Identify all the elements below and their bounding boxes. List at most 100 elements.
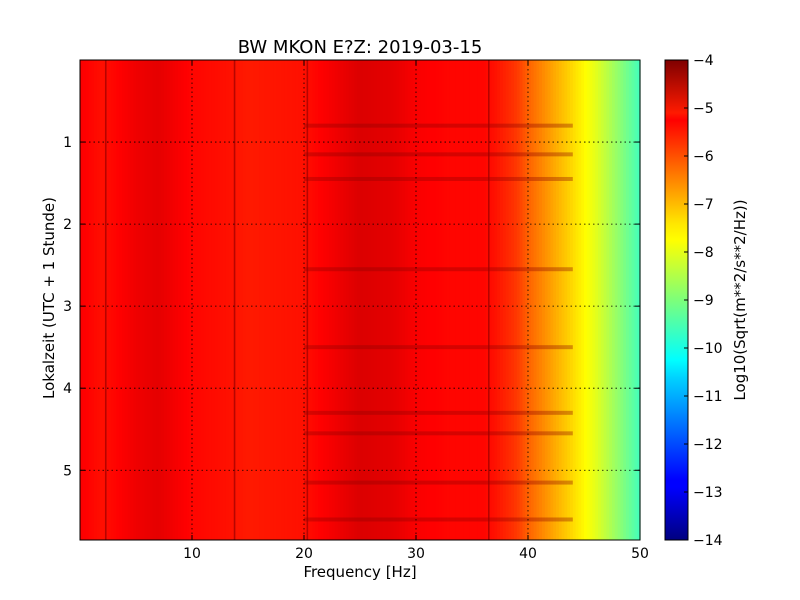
spectrogram-column	[127, 60, 131, 540]
spectrogram-column	[494, 60, 498, 540]
spectrogram-column	[292, 60, 297, 540]
spectrogram-column	[208, 60, 213, 540]
spectrogram-column	[418, 60, 423, 540]
spectrogram-column	[609, 60, 613, 540]
spectrogram-column	[603, 60, 607, 540]
spectrogram-column	[287, 60, 291, 540]
spectrogram-column	[306, 60, 311, 540]
spectrogram-column	[533, 60, 537, 540]
spectrogram-column	[161, 60, 165, 540]
plot-area: 10 20 30 40 50 1 2 3 4 5	[63, 59, 649, 562]
spectrogram-column	[192, 60, 196, 540]
spectrogram-column	[253, 60, 257, 540]
x-axis-ticks: 10 20 30 40 50	[183, 60, 649, 562]
y-axis-ticks: 1 2 3 4 5	[63, 135, 640, 479]
spectrogram-column	[564, 60, 568, 540]
spectrogram-column	[130, 60, 134, 540]
spectrogram-column	[544, 60, 549, 540]
spectrogram-column	[85, 60, 89, 540]
spectrogram-column	[522, 60, 526, 540]
colorbar-tick-label: −10	[693, 341, 723, 357]
spectrogram-column	[483, 60, 487, 540]
noisy-time-band	[304, 123, 573, 128]
spectrogram-column	[530, 60, 535, 540]
spectrogram-column	[284, 60, 288, 540]
spectrogram-column	[222, 60, 227, 540]
noisy-time-band	[304, 345, 573, 350]
colorbar-tick-label: −12	[693, 437, 723, 453]
spectrogram-column	[424, 60, 428, 540]
spectrogram-column	[472, 60, 476, 540]
x-tick-label: 20	[295, 546, 313, 562]
spectrogram-column	[119, 60, 123, 540]
spectrogram-column	[281, 60, 285, 540]
spectrogram-column	[402, 60, 406, 540]
spectrogram-column	[427, 60, 431, 540]
spectrogram-column	[617, 60, 621, 540]
spectrogram-column	[463, 60, 467, 540]
spectrogram-column	[206, 60, 210, 540]
spectrogram-column	[96, 60, 101, 540]
spectrogram-column	[108, 60, 112, 540]
spectrogram-column	[340, 60, 344, 540]
spectrogram-column	[80, 60, 84, 540]
spectrogram-column	[388, 60, 392, 540]
x-tick-label: 30	[407, 546, 425, 562]
spectrogram-column	[631, 60, 635, 540]
spectrogram-column	[586, 60, 591, 540]
spectrogram-column	[357, 60, 361, 540]
noisy-time-band	[304, 410, 573, 415]
spectrogram-column	[136, 60, 140, 540]
colorbar-tick-label: −8	[693, 245, 714, 261]
spectrogram-column	[379, 60, 383, 540]
spectrogram-column	[122, 60, 126, 540]
spectrogram-column	[248, 60, 252, 540]
y-tick-label: 5	[63, 463, 72, 479]
grid-lines	[80, 60, 640, 540]
spectrogram-column	[245, 60, 249, 540]
spectrogram-column	[99, 60, 103, 540]
spectrogram-column	[620, 60, 624, 540]
colorbar: −4 −5 −6 −7 −8 −9 −10 −11 −12 −13 −14 Log10(Sqrt(m…	[664, 53, 749, 549]
y-axis-label: Lokalzeit (UTC + 1 Stunde)	[40, 197, 58, 399]
spectrogram-column	[152, 60, 157, 540]
spectrogram-column	[329, 60, 333, 540]
spectrogram-column	[141, 60, 145, 540]
spectrogram-column	[592, 60, 596, 540]
spectrogram-column	[430, 60, 434, 540]
spectrogram-column	[553, 60, 557, 540]
spectrogram-column	[172, 60, 176, 540]
spectrogram-column	[612, 60, 616, 540]
spectrogram-column	[416, 60, 420, 540]
spectrogram-column	[536, 60, 540, 540]
spectrogram-column	[469, 60, 473, 540]
spectrogram-column	[250, 60, 255, 540]
spectrogram-column	[194, 60, 199, 540]
spectrogram-column	[376, 60, 381, 540]
spectrogram-column	[399, 60, 403, 540]
spectrogram-column	[295, 60, 299, 540]
spectrogram-column	[572, 60, 577, 540]
y-tick-label: 1	[63, 135, 72, 151]
spectrogram-column	[547, 60, 551, 540]
spectrogram-column	[614, 60, 619, 540]
colorbar-ticks: −4 −5 −6 −7 −8 −9 −10 −11 −12 −13 −14	[684, 53, 723, 549]
spectrogram-column	[628, 60, 633, 540]
spectrogram-column	[360, 60, 364, 540]
spectrogram-column	[259, 60, 263, 540]
spectrogram-column	[175, 60, 179, 540]
x-axis-label: Frequency [Hz]	[303, 563, 416, 581]
spectrogram-column	[348, 60, 353, 540]
noisy-time-band	[304, 176, 573, 181]
spectrogram-column	[82, 60, 87, 540]
spectrogram-column	[567, 60, 571, 540]
x-tick-label: 10	[183, 546, 201, 562]
spectrogram-column	[354, 60, 358, 540]
spectrogram-column	[486, 60, 490, 540]
spectrogram-column	[262, 60, 266, 540]
spectrogram-column	[589, 60, 593, 540]
spectrogram-column	[407, 60, 411, 540]
plot-frame	[79, 59, 641, 541]
spectrogram-column	[278, 60, 283, 540]
spectrogram-column	[556, 60, 560, 540]
